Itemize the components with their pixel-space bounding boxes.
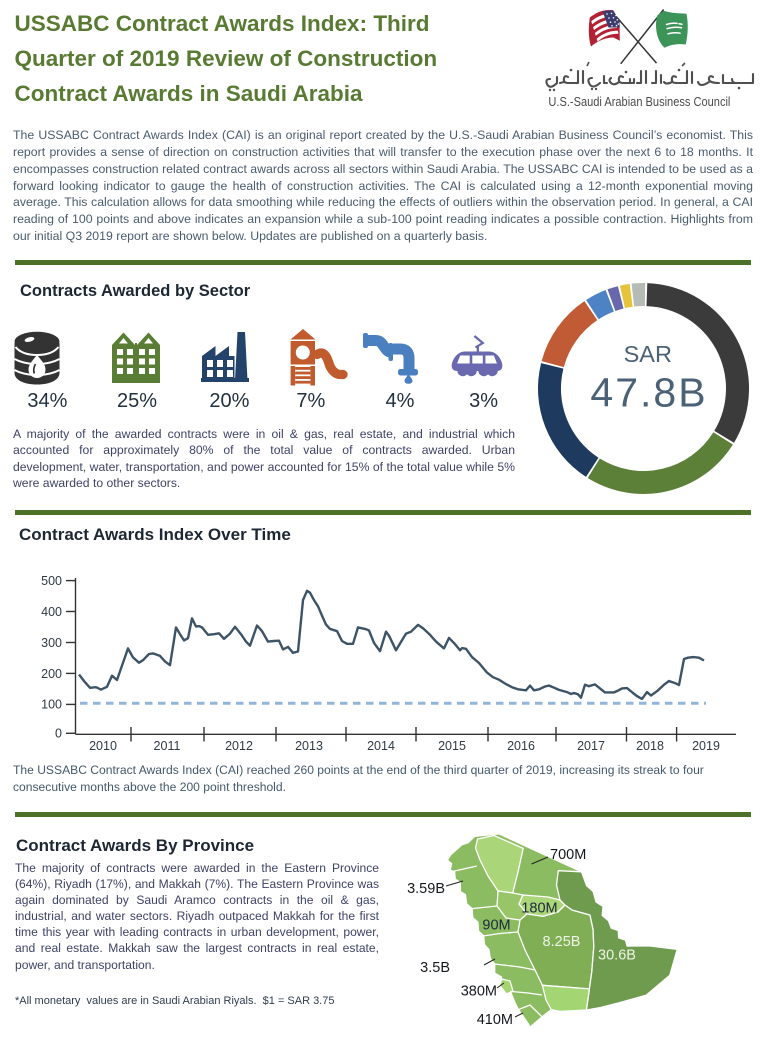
svg-text:500: 500 xyxy=(41,574,62,588)
svg-text:47.8B: 47.8B xyxy=(590,370,707,416)
svg-text:2011: 2011 xyxy=(154,739,181,753)
svg-text:100: 100 xyxy=(41,698,62,712)
svg-text:2013: 2013 xyxy=(295,739,323,753)
svg-text:2014: 2014 xyxy=(367,739,395,753)
svg-text:700M: 700M xyxy=(550,847,586,863)
svg-text:2018: 2018 xyxy=(636,739,664,753)
svg-text:2015: 2015 xyxy=(438,739,466,753)
svg-text:410M: 410M xyxy=(477,1012,513,1028)
svg-text:U.S.-Saudi Arabian Business Co: U.S.-Saudi Arabian Business Council xyxy=(548,94,730,109)
svg-text:400: 400 xyxy=(41,605,62,619)
svg-text:2012: 2012 xyxy=(225,739,253,753)
svg-text:300: 300 xyxy=(41,636,62,650)
svg-text:2017: 2017 xyxy=(577,739,605,753)
svg-text:30.6B: 30.6B xyxy=(598,948,636,964)
svg-text:380M: 380M xyxy=(461,984,497,1000)
svg-text:180M: 180M xyxy=(521,901,557,917)
svg-text:3.5B: 3.5B xyxy=(420,960,450,976)
svg-text:90M: 90M xyxy=(482,918,510,934)
svg-text:2016: 2016 xyxy=(507,739,535,753)
svg-text:2010: 2010 xyxy=(89,739,117,753)
svg-text:2019: 2019 xyxy=(692,739,720,753)
svg-text:200: 200 xyxy=(41,667,62,681)
svg-text:SAR: SAR xyxy=(624,341,672,367)
svg-text:8.25B: 8.25B xyxy=(543,934,581,950)
svg-text:0: 0 xyxy=(55,727,62,741)
svg-text:3.59B: 3.59B xyxy=(407,881,445,897)
